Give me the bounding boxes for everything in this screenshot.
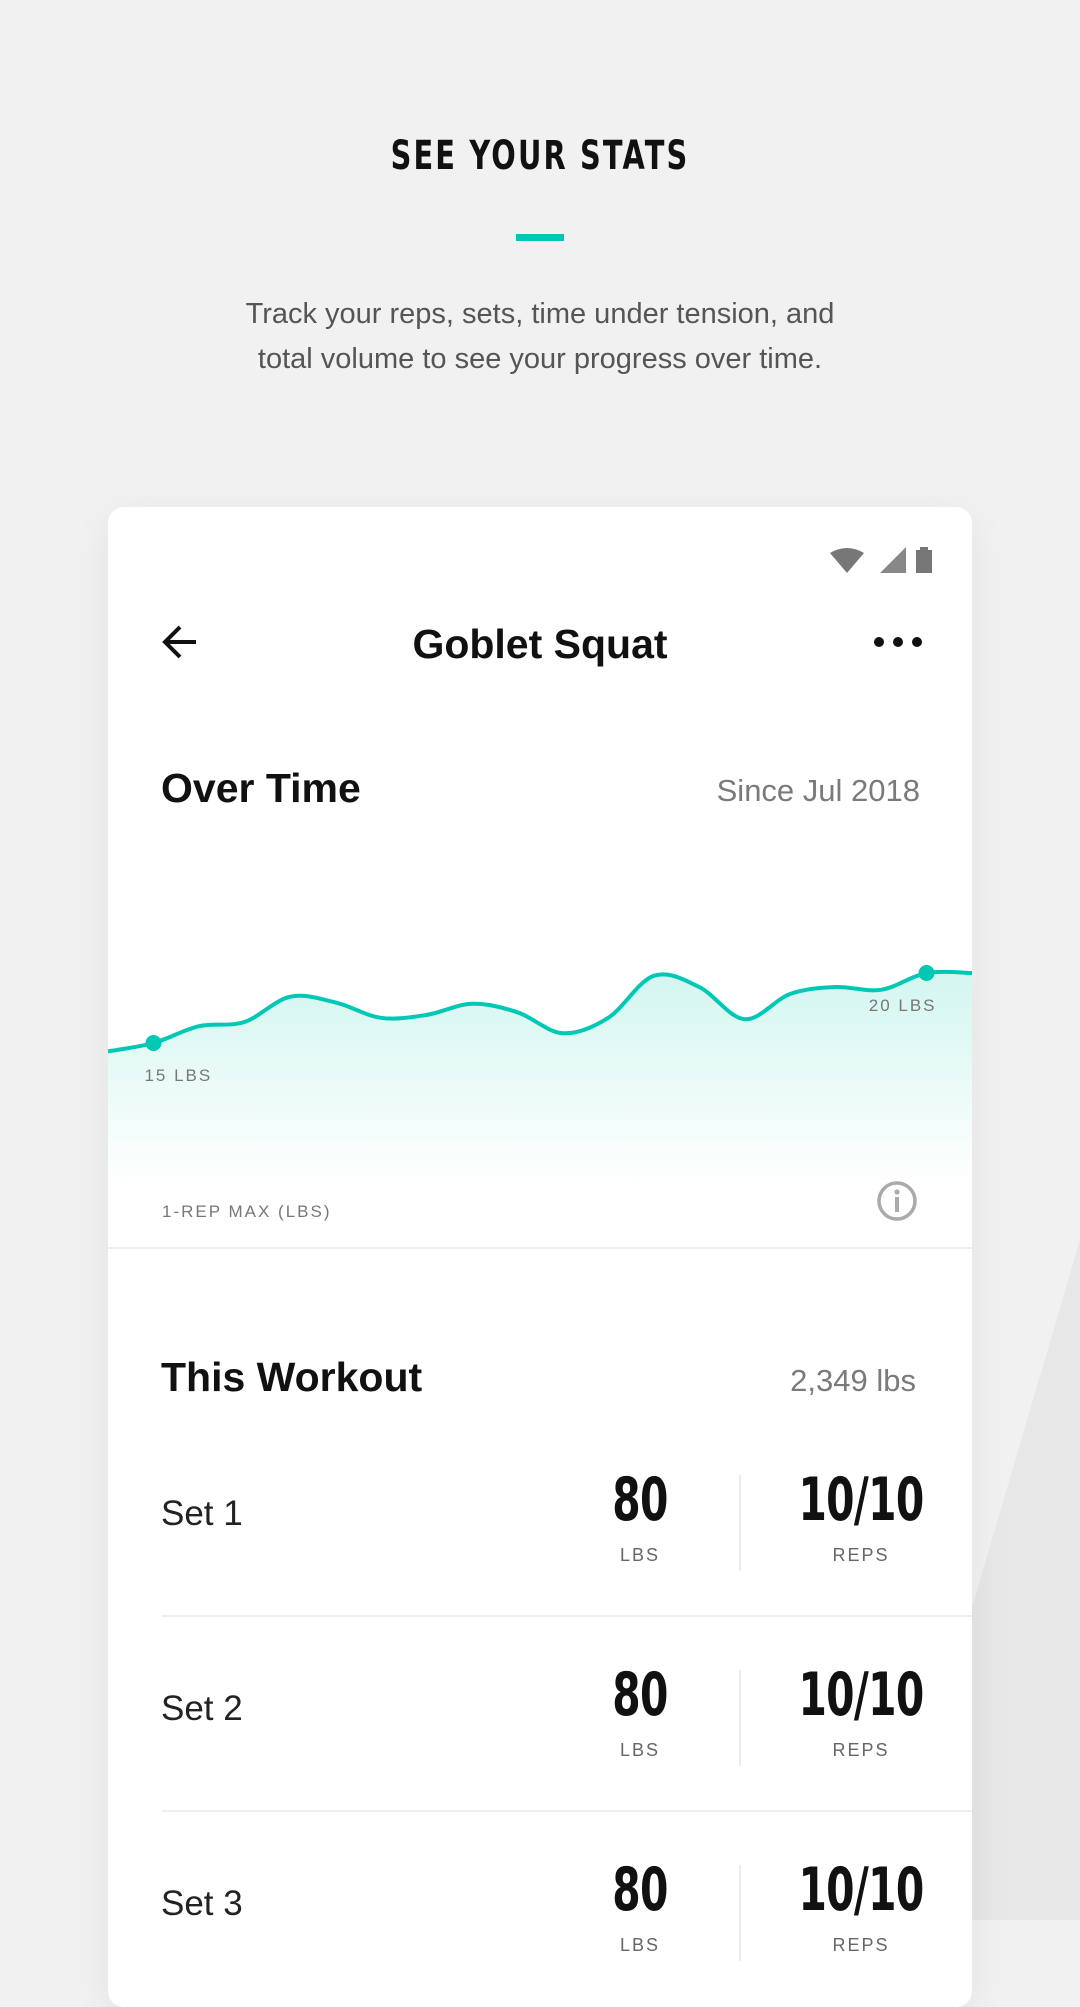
info-icon[interactable] — [876, 1180, 918, 1222]
section-divider — [108, 1247, 972, 1249]
set-reps: 10/10 — [798, 1660, 924, 1730]
set-reps: 10/10 — [798, 1855, 924, 1925]
battery-icon — [916, 550, 932, 573]
set-column-divider — [739, 1865, 741, 1961]
set-column-divider — [739, 1475, 741, 1571]
set-weight-unit: LBS — [619, 1935, 661, 1955]
data-point-marker — [918, 965, 935, 981]
promo-description-line: Track your reps, sets, time under tensio… — [245, 298, 835, 330]
arrow-left-icon[interactable] — [160, 622, 200, 662]
workout-total-volume: 2,349 lbs — [790, 1363, 916, 1398]
phone-screen-card: Goblet Squat Over Time Since Jul 2018 15… — [108, 507, 972, 2007]
set-weight: 80 — [612, 1465, 668, 1535]
chart-axis-label: 1-REP MAX (LBS) — [162, 1202, 332, 1221]
more-horizontal-icon[interactable] — [873, 635, 923, 649]
chart-line — [108, 969, 972, 1054]
promo-title: SEE YOUR STATS — [390, 133, 690, 179]
set-label: Set 1 — [161, 1494, 243, 1533]
set-column-divider — [739, 1670, 741, 1766]
set-reps-unit: REPS — [832, 1545, 890, 1565]
signal-icon — [880, 547, 906, 573]
set-weight: 80 — [612, 1855, 668, 1925]
chart-area-fill — [108, 971, 972, 1187]
over-time-title: Over Time — [161, 765, 361, 811]
data-point-marker — [145, 1035, 162, 1051]
wifi-icon — [830, 548, 864, 573]
set-label: Set 3 — [161, 1884, 243, 1923]
data-point-label: 15 LBS — [144, 1066, 212, 1085]
this-workout-title: This Workout — [161, 1354, 423, 1400]
set-label: Set 2 — [161, 1689, 243, 1728]
promo-description: Track your reps, sets, time under tensio… — [0, 292, 1080, 382]
data-point-label: 20 LBS — [869, 996, 937, 1015]
date-range[interactable]: Since Jul 2018 — [716, 773, 920, 808]
set-reps: 10/10 — [798, 1465, 924, 1535]
page-title: Goblet Squat — [412, 621, 668, 667]
row-divider — [162, 1810, 972, 1812]
status-bar — [830, 547, 932, 573]
set-reps-unit: REPS — [832, 1740, 890, 1760]
accent-bar — [516, 234, 564, 241]
set-weight-unit: LBS — [619, 1545, 661, 1565]
set-weight-unit: LBS — [619, 1740, 661, 1760]
set-weight: 80 — [612, 1660, 668, 1730]
row-divider — [162, 1615, 972, 1617]
promo-description-line: total volume to see your progress over t… — [257, 343, 823, 375]
one-rep-max-chart: 15 LBS 20 LBS — [108, 965, 972, 1187]
set-reps-unit: REPS — [832, 1935, 890, 1955]
